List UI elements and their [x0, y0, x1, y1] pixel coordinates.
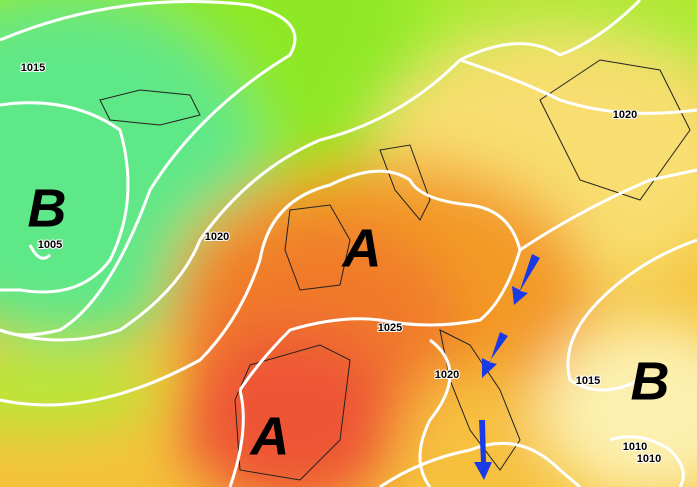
low-center: B [631, 351, 670, 411]
isobar-label: 1020 [205, 231, 229, 243]
high-center: A [249, 406, 290, 466]
low-center: B [28, 178, 67, 238]
isobar-label: 1015 [21, 62, 45, 74]
isobar-label: 1020 [613, 109, 637, 121]
isobar-label: 1005 [38, 239, 62, 251]
high-center: A [341, 218, 382, 278]
coastlines [99, 59, 691, 481]
isobar-label: 1010 [623, 441, 647, 453]
pressure-labels: B A A B 1015 1005 1020 1020 1025 1020 10… [20, 61, 670, 466]
isobar-label: 1020 [435, 369, 459, 381]
isobar-label: 1025 [378, 322, 402, 334]
isobar-label: 1015 [576, 375, 600, 387]
isobar-label: 1010 [637, 453, 661, 465]
wind-arrows [474, 254, 540, 480]
